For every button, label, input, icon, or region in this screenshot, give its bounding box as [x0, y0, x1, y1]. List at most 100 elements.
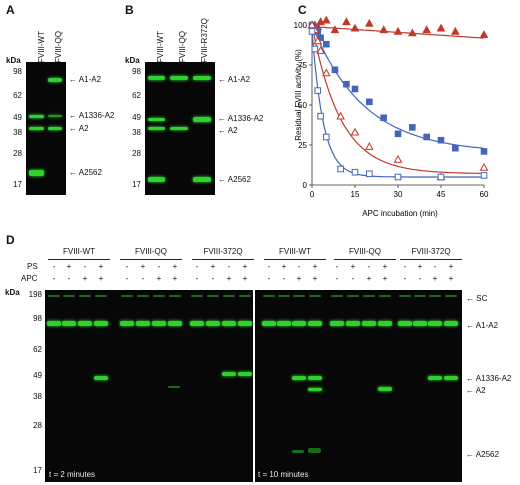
- data-point: [351, 85, 359, 93]
- panel-d-band-label-a2562: A2562: [475, 450, 499, 459]
- gel-band: [278, 295, 290, 297]
- data-point: [422, 25, 432, 34]
- gel-band: [94, 376, 108, 380]
- data-point: [314, 87, 322, 94]
- apc-condition: -: [335, 274, 339, 283]
- ps-condition: +: [98, 262, 104, 271]
- panel-c-chart: Residual FVIII activity (%) APC incubati…: [294, 15, 489, 218]
- panel-b-kda-label: kDa: [125, 56, 140, 65]
- data-point: [437, 136, 445, 144]
- ps-condition: +: [172, 262, 178, 271]
- panel-a-marker-49: 49: [13, 113, 22, 122]
- panel-a-band-label-a1336a2: A1336-A2: [78, 111, 115, 120]
- panel-b-band-r372q-a2562: [193, 177, 211, 182]
- data-point: [423, 133, 430, 141]
- panel-a-lane-qq: FVIII-QQ: [54, 31, 63, 63]
- gel-band: [169, 295, 181, 297]
- gel-band: [79, 295, 91, 297]
- panel-b-band-wt-a2: [148, 127, 165, 130]
- ps-condition: +: [382, 262, 388, 271]
- panel-d-marker-98: 98: [33, 314, 42, 323]
- gel-band: [444, 376, 458, 380]
- gel-band: [331, 295, 343, 297]
- panel-d-time-right: t = 10 minutes: [258, 470, 309, 479]
- gel-band: [362, 321, 376, 326]
- panel-b-band-wt-a1a2: [148, 76, 165, 80]
- panel-b-arrow-a2562: ← A2562: [218, 175, 251, 184]
- panel-d-gel-right: [255, 290, 462, 482]
- gel-band: [308, 376, 322, 380]
- gel-band: [378, 321, 392, 326]
- gel-band: [330, 321, 344, 326]
- apc-condition: +: [98, 274, 104, 283]
- panel-a-band-label-a2: A2: [78, 124, 89, 133]
- gel-band: [95, 295, 107, 297]
- ps-condition: -: [157, 262, 161, 271]
- ps-condition: -: [367, 262, 371, 271]
- x-tick-label: 60: [480, 190, 489, 199]
- panel-b-band-label-a1a2: A1-A2: [227, 75, 251, 84]
- gel-band: [121, 295, 133, 297]
- panel-d-group-line: [334, 259, 396, 260]
- panel-b-band-label-a1336a2: A1336-A2: [227, 114, 264, 123]
- gel-band: [292, 376, 306, 380]
- ps-condition: -: [83, 262, 87, 271]
- data-point: [452, 144, 459, 152]
- apc-condition: +: [448, 274, 454, 283]
- panel-a-marker-98: 98: [13, 67, 22, 76]
- ps-condition: +: [417, 262, 423, 271]
- x-tick-label: 15: [351, 190, 360, 199]
- apc-condition: -: [195, 274, 199, 283]
- gel-band: [399, 295, 411, 297]
- panel-d-group-left-qq: FVIII-QQ: [135, 247, 167, 256]
- panel-d-group-left-wt: FVIII-WT: [63, 247, 95, 256]
- apc-condition: -: [141, 274, 145, 283]
- panel-a-arrow-a2: ← A2: [69, 124, 89, 133]
- apc-condition: +: [296, 274, 302, 283]
- panel-d-band-label-a1336a2: A1336-A2: [475, 374, 512, 383]
- apc-condition: +: [242, 274, 248, 283]
- data-point: [337, 165, 344, 173]
- data-point: [379, 25, 389, 34]
- gel-band: [378, 387, 392, 391]
- data-point: [313, 36, 323, 45]
- apc-condition: +: [382, 274, 388, 283]
- panel-b-marker-17: 17: [132, 180, 141, 189]
- gel-band: [48, 295, 60, 297]
- panel-a-band-label-a1a2: A1-A2: [78, 75, 102, 84]
- data-point: [308, 28, 316, 35]
- gel-band: [222, 372, 236, 376]
- panel-b-arrow-a2: ← A2: [218, 126, 238, 135]
- apc-condition: +: [156, 274, 162, 283]
- y-tick-label: 100: [294, 21, 308, 30]
- panel-b-band-qq-a2: [170, 127, 188, 130]
- gel-band: [206, 321, 220, 326]
- apc-condition: -: [351, 274, 355, 283]
- panel-d-group-left-372q: FVIII-372Q: [203, 247, 243, 256]
- gel-band: [168, 321, 182, 326]
- gel-band: [168, 386, 180, 388]
- ps-condition: -: [227, 262, 231, 271]
- panel-d-marker-62: 62: [33, 345, 42, 354]
- gel-band: [153, 295, 165, 297]
- gel-band: [292, 450, 304, 453]
- ps-condition: +: [140, 262, 146, 271]
- data-point: [436, 23, 446, 32]
- panel-b-label: B: [125, 3, 134, 17]
- data-point: [321, 68, 331, 77]
- apc-condition: -: [403, 274, 407, 283]
- data-point: [330, 25, 340, 34]
- gel-band: [262, 321, 276, 326]
- data-point: [316, 17, 325, 26]
- gel-band: [63, 295, 75, 297]
- y-tick-label: 50: [298, 101, 307, 110]
- fit-curve-1: [311, 24, 485, 149]
- data-point: [393, 26, 403, 35]
- data-point: [343, 80, 350, 88]
- gel-band: [308, 321, 322, 326]
- panel-d-arrow-a2562: ← A2562: [466, 450, 499, 459]
- data-point: [437, 173, 445, 181]
- panel-d-group-line: [192, 259, 254, 260]
- gel-band: [309, 295, 321, 297]
- gel-band: [414, 295, 426, 297]
